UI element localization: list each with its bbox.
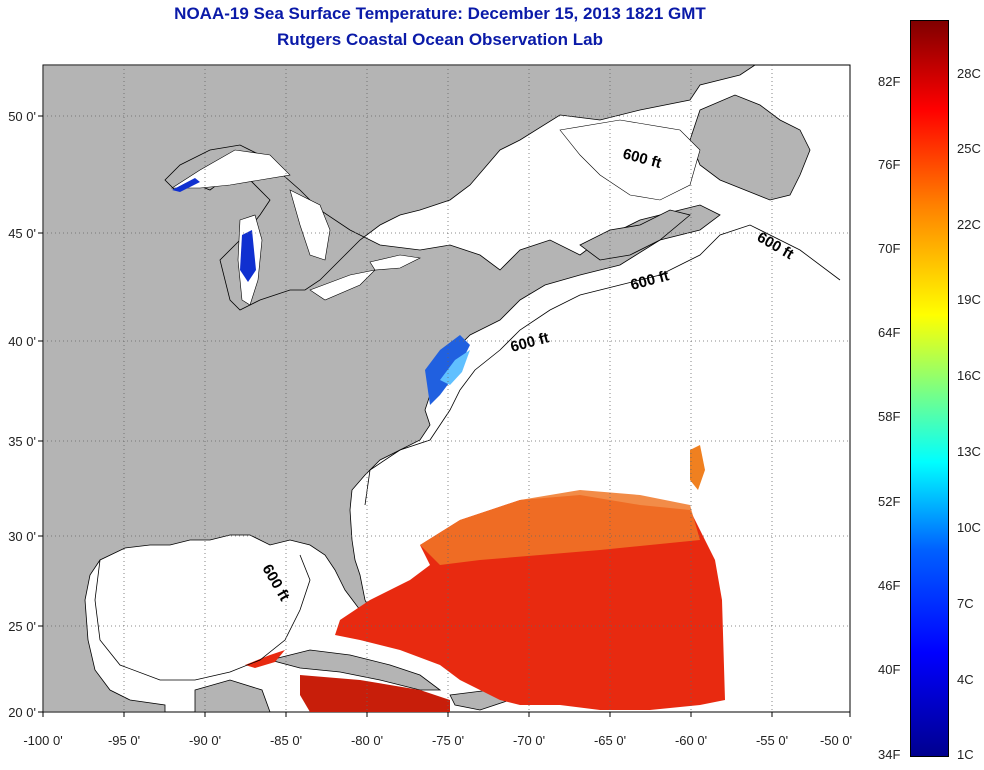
- nova-scotia-land: [579, 209, 691, 261]
- yucatan-land: [194, 679, 271, 713]
- colorbar-f-label: 58F: [878, 409, 901, 424]
- colorbar-f-label: 64F: [878, 325, 901, 340]
- x-tick-label: -60 0': [675, 733, 707, 748]
- x-tick-label: -100 0': [23, 733, 62, 748]
- land: [42, 64, 811, 713]
- y-tick-label: 40 0': [8, 334, 36, 349]
- y-tick-label: 20 0': [8, 705, 36, 720]
- colorbar-f-label: 52F: [878, 494, 901, 509]
- colorbar-f-label: 34F: [878, 747, 901, 762]
- colorbar-f-label: 82F: [878, 74, 901, 89]
- sst-gulf-streak: [245, 650, 285, 668]
- x-tick-label: -70 0': [513, 733, 545, 748]
- lake-ontario: [369, 254, 421, 271]
- sst-bermuda: [690, 445, 705, 490]
- sst-midatlantic: [440, 350, 470, 385]
- colorbar-c-label: 1C: [957, 747, 974, 762]
- colorbar-c-label: 16C: [957, 368, 981, 383]
- x-tick-label: -75 0': [432, 733, 464, 748]
- y-tick-label: 35 0': [8, 434, 36, 449]
- colorbar-f-label: 76F: [878, 157, 901, 172]
- st-lawrence: [559, 119, 701, 201]
- map-subtitle: Rutgers Coastal Ocean Observation Lab: [277, 30, 603, 49]
- colorbar-c-label: 22C: [957, 217, 981, 232]
- x-tick-label: -55 0': [756, 733, 788, 748]
- lake-superior: [170, 149, 291, 189]
- colorbar-c-label: 10C: [957, 520, 981, 535]
- sst-data: [172, 178, 725, 712]
- lake-erie: [309, 269, 376, 301]
- colorbar-f-label: 70F: [878, 241, 901, 256]
- great-lakes: [170, 149, 421, 306]
- tick-marks: [38, 115, 851, 717]
- colorbar: [910, 20, 949, 757]
- sst-superior: [172, 178, 200, 192]
- colorbar-c-label: 7C: [957, 596, 974, 611]
- x-tick-labels: -100 0' -95 0' -90 0' -85 0' -80 0' -75 …: [23, 733, 852, 748]
- cuba-land: [268, 649, 442, 691]
- x-tick-label: -90 0': [189, 733, 221, 748]
- colorbar-f-label: 46F: [878, 578, 901, 593]
- y-tick-label: 30 0': [8, 529, 36, 544]
- map-title: NOAA-19 Sea Surface Temperature: Decembe…: [174, 4, 706, 23]
- y-tick-label: 50 0': [8, 109, 36, 124]
- x-tick-label: -65 0': [594, 733, 626, 748]
- colorbar-c-label: 19C: [957, 292, 981, 307]
- north-america-land: [42, 64, 757, 713]
- x-tick-label: -50 0': [820, 733, 852, 748]
- isobath-contours: [94, 224, 841, 681]
- y-tick-label: 25 0': [8, 619, 36, 634]
- colorbar-c-label: 13C: [957, 444, 981, 459]
- x-tick-label: -95 0': [108, 733, 140, 748]
- colorbar-c-label: 28C: [957, 66, 981, 81]
- sst-north-band: [420, 490, 700, 565]
- sst-michigan: [240, 230, 256, 282]
- y-tick-labels: 20 0' 25 0' 30 0' 35 0' 40 0' 45 0' 50 0…: [8, 109, 36, 720]
- colorbar-f-label: 40F: [878, 662, 901, 677]
- newfoundland-land: [689, 94, 811, 201]
- y-tick-label: 45 0': [8, 226, 36, 241]
- x-tick-label: -80 0': [351, 733, 383, 748]
- colorbar-c-label: 25C: [957, 141, 981, 156]
- lake-huron: [289, 189, 331, 261]
- gridlines: [43, 65, 850, 712]
- x-tick-label: -85 0': [270, 733, 302, 748]
- sst-caribbean: [300, 675, 450, 712]
- colorbar-c-label: 4C: [957, 672, 974, 687]
